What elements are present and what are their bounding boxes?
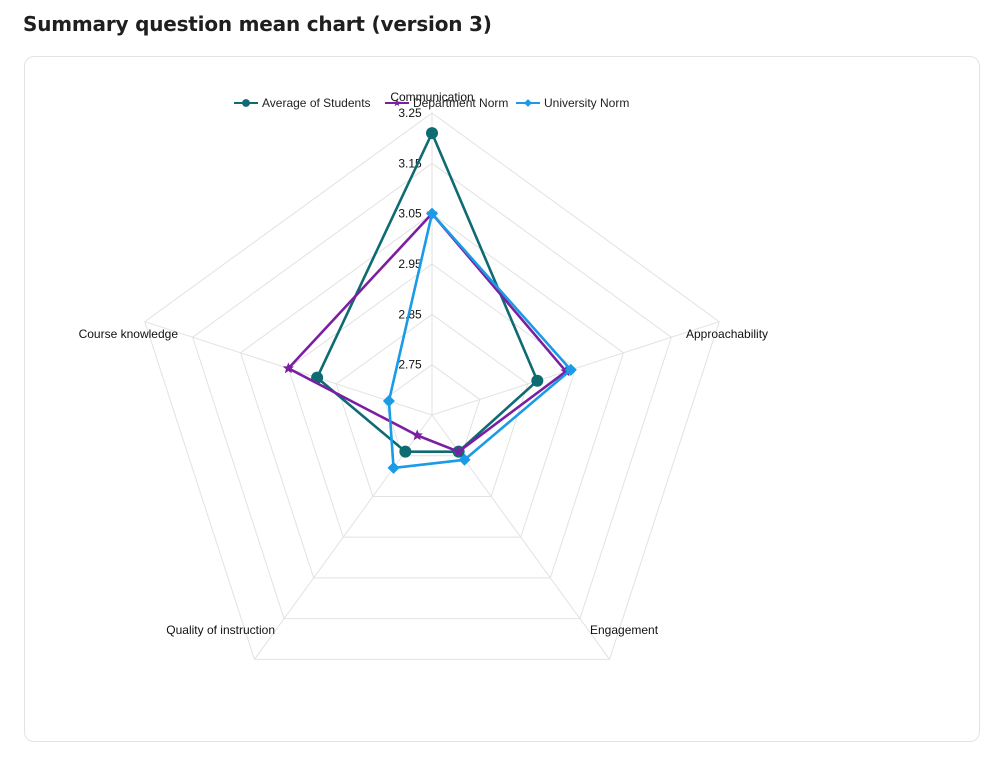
tick-label: 3.05 xyxy=(398,207,422,221)
data-point[interactable] xyxy=(382,395,395,408)
radar-axis-labels: Communication Approachability Engagement Qu… xyxy=(79,90,768,637)
axis-label: Approachability xyxy=(686,327,768,341)
legend-item[interactable]: Average of Students xyxy=(234,96,371,110)
data-point[interactable] xyxy=(458,453,471,466)
data-point[interactable] xyxy=(531,374,544,387)
series-0 xyxy=(311,127,544,458)
data-point[interactable] xyxy=(524,99,532,107)
series-line xyxy=(287,212,568,453)
legend-label: Department Norm xyxy=(413,96,509,110)
legend-swatch xyxy=(516,99,540,107)
grid-ring xyxy=(192,162,672,620)
data-point[interactable] xyxy=(411,429,423,441)
grid-ring xyxy=(144,112,720,660)
data-point[interactable] xyxy=(242,99,250,107)
data-point[interactable] xyxy=(564,363,577,376)
series-1 xyxy=(282,207,572,457)
data-point[interactable] xyxy=(399,445,412,458)
grid-ring xyxy=(239,213,625,579)
page-title: Summary question mean chart (version 3) xyxy=(23,12,492,36)
tick-label: 2.75 xyxy=(398,358,422,372)
grid-ring xyxy=(383,364,481,457)
legend-item[interactable]: University Norm xyxy=(516,96,629,110)
legend-label: Average of Students xyxy=(262,96,371,110)
radar-spokes xyxy=(144,113,720,660)
data-point[interactable] xyxy=(426,127,438,140)
tick-label: 2.95 xyxy=(398,257,422,271)
legend-item[interactable]: Department Norm xyxy=(385,96,508,110)
axis-label: Engagement xyxy=(590,623,659,637)
series-line xyxy=(315,131,539,453)
series-2 xyxy=(382,207,577,474)
grid-spoke xyxy=(431,321,720,416)
grid-ring xyxy=(335,313,529,497)
axis-label: Communication xyxy=(390,90,473,104)
data-point[interactable] xyxy=(426,207,438,220)
data-point[interactable] xyxy=(282,362,295,374)
chart-card xyxy=(24,56,980,742)
legend-swatch xyxy=(385,99,409,107)
tick-label: 3.25 xyxy=(398,106,422,120)
series-line xyxy=(387,212,573,470)
data-point[interactable] xyxy=(387,461,400,474)
data-point[interactable] xyxy=(452,445,465,457)
data-point[interactable] xyxy=(393,99,401,107)
radar-grid xyxy=(144,112,720,660)
legend-swatch xyxy=(234,99,258,107)
legend-label: University Norm xyxy=(544,96,630,110)
axis-label: Quality of instruction xyxy=(166,623,275,637)
axis-label: Course knowledge xyxy=(79,327,179,341)
grid-ring xyxy=(287,263,577,538)
radar-series xyxy=(282,127,577,474)
